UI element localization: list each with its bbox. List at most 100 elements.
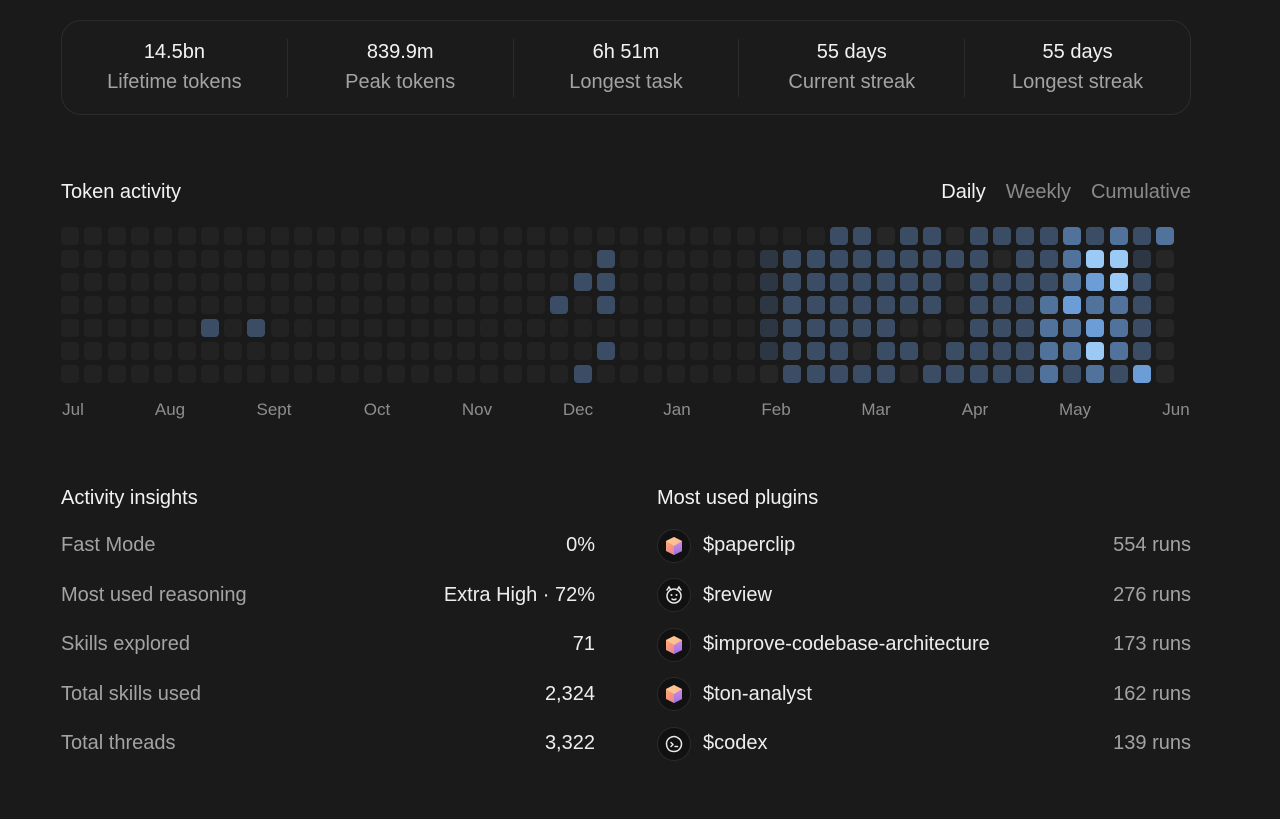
- heatmap-cell[interactable]: [410, 227, 429, 245]
- heatmap-cell[interactable]: [224, 273, 243, 291]
- heatmap-cell[interactable]: [61, 319, 79, 337]
- heatmap-cell[interactable]: [1109, 250, 1128, 268]
- heatmap-cell[interactable]: [107, 342, 126, 360]
- heatmap-cell[interactable]: [1062, 250, 1081, 268]
- heatmap-cell[interactable]: [923, 273, 942, 291]
- heatmap-cell[interactable]: [666, 342, 685, 360]
- heatmap-cell[interactable]: [177, 273, 196, 291]
- heatmap-cell[interactable]: [969, 342, 988, 360]
- heatmap-cell[interactable]: [433, 227, 452, 245]
- heatmap-cell[interactable]: [760, 273, 778, 291]
- heatmap-cell[interactable]: [270, 296, 289, 314]
- heatmap-cell[interactable]: [550, 319, 569, 337]
- heatmap-cell[interactable]: [527, 296, 545, 314]
- heatmap-cell[interactable]: [200, 319, 219, 337]
- heatmap-cell[interactable]: [876, 319, 895, 337]
- heatmap-cell[interactable]: [550, 250, 569, 268]
- heatmap-cell[interactable]: [876, 365, 895, 383]
- tab-weekly[interactable]: Weekly: [1005, 181, 1071, 203]
- heatmap-cell[interactable]: [200, 342, 219, 360]
- heatmap-cell[interactable]: [457, 250, 476, 268]
- heatmap-cell[interactable]: [410, 273, 429, 291]
- heatmap-cell[interactable]: [760, 342, 778, 360]
- heatmap-cell[interactable]: [1016, 273, 1035, 291]
- heatmap-cell[interactable]: [690, 227, 709, 245]
- heatmap-cell[interactable]: [923, 227, 942, 245]
- heatmap-cell[interactable]: [247, 227, 266, 245]
- heatmap-cell[interactable]: [294, 342, 312, 360]
- heatmap-cell[interactable]: [1039, 296, 1058, 314]
- heatmap-cell[interactable]: [61, 227, 79, 245]
- heatmap-cell[interactable]: [946, 319, 965, 337]
- heatmap-cell[interactable]: [130, 250, 149, 268]
- heatmap-cell[interactable]: [923, 250, 942, 268]
- heatmap-cell[interactable]: [387, 319, 406, 337]
- heatmap-cell[interactable]: [690, 250, 709, 268]
- heatmap-cell[interactable]: [154, 365, 173, 383]
- heatmap-cell[interactable]: [596, 250, 615, 268]
- heatmap-cell[interactable]: [1086, 365, 1105, 383]
- heatmap-cell[interactable]: [1039, 227, 1058, 245]
- heatmap-cell[interactable]: [177, 365, 196, 383]
- heatmap-cell[interactable]: [736, 296, 755, 314]
- heatmap-cell[interactable]: [457, 365, 476, 383]
- heatmap-cell[interactable]: [899, 250, 918, 268]
- heatmap-cell[interactable]: [294, 296, 312, 314]
- heatmap-cell[interactable]: [573, 365, 592, 383]
- heatmap-cell[interactable]: [61, 342, 79, 360]
- heatmap-cell[interactable]: [61, 365, 79, 383]
- heatmap-cell[interactable]: [1039, 319, 1058, 337]
- heatmap-cell[interactable]: [1156, 273, 1175, 291]
- heatmap-cell[interactable]: [61, 273, 79, 291]
- heatmap-cell[interactable]: [853, 319, 872, 337]
- heatmap-cell[interactable]: [363, 365, 382, 383]
- heatmap-cell[interactable]: [387, 296, 406, 314]
- heatmap-cell[interactable]: [247, 296, 266, 314]
- heatmap-cell[interactable]: [760, 250, 778, 268]
- heatmap-cell[interactable]: [270, 227, 289, 245]
- heatmap-cell[interactable]: [806, 342, 825, 360]
- heatmap-cell[interactable]: [527, 365, 545, 383]
- heatmap-cell[interactable]: [247, 365, 266, 383]
- heatmap-cell[interactable]: [946, 342, 965, 360]
- heatmap-cell[interactable]: [1062, 296, 1081, 314]
- heatmap-cell[interactable]: [107, 365, 126, 383]
- heatmap-cell[interactable]: [84, 227, 103, 245]
- heatmap-cell[interactable]: [1132, 342, 1151, 360]
- heatmap-cell[interactable]: [410, 319, 429, 337]
- heatmap-cell[interactable]: [643, 250, 662, 268]
- heatmap-cell[interactable]: [643, 273, 662, 291]
- heatmap-cell[interactable]: [969, 250, 988, 268]
- heatmap-cell[interactable]: [666, 296, 685, 314]
- heatmap-cell[interactable]: [224, 342, 243, 360]
- heatmap-cell[interactable]: [736, 250, 755, 268]
- heatmap-cell[interactable]: [783, 296, 802, 314]
- heatmap-cell[interactable]: [713, 319, 732, 337]
- heatmap-cell[interactable]: [1016, 296, 1035, 314]
- heatmap-cell[interactable]: [806, 250, 825, 268]
- heatmap-cell[interactable]: [433, 319, 452, 337]
- heatmap-cell[interactable]: [876, 342, 895, 360]
- heatmap-cell[interactable]: [760, 227, 778, 245]
- heatmap-cell[interactable]: [573, 227, 592, 245]
- heatmap-cell[interactable]: [876, 296, 895, 314]
- heatmap-cell[interactable]: [503, 250, 522, 268]
- heatmap-cell[interactable]: [224, 250, 243, 268]
- heatmap-cell[interactable]: [224, 365, 243, 383]
- heatmap-cell[interactable]: [1039, 365, 1058, 383]
- heatmap-cell[interactable]: [317, 319, 336, 337]
- heatmap-cell[interactable]: [993, 273, 1011, 291]
- heatmap-cell[interactable]: [666, 365, 685, 383]
- heatmap-cell[interactable]: [1062, 319, 1081, 337]
- heatmap-cell[interactable]: [1132, 227, 1151, 245]
- heatmap-cell[interactable]: [433, 296, 452, 314]
- heatmap-cell[interactable]: [1039, 250, 1058, 268]
- heatmap-cell[interactable]: [829, 273, 848, 291]
- heatmap-cell[interactable]: [503, 296, 522, 314]
- heatmap-cell[interactable]: [363, 227, 382, 245]
- heatmap-cell[interactable]: [1109, 296, 1128, 314]
- heatmap-cell[interactable]: [1016, 365, 1035, 383]
- heatmap-cell[interactable]: [620, 319, 639, 337]
- heatmap-cell[interactable]: [154, 342, 173, 360]
- heatmap-cell[interactable]: [503, 227, 522, 245]
